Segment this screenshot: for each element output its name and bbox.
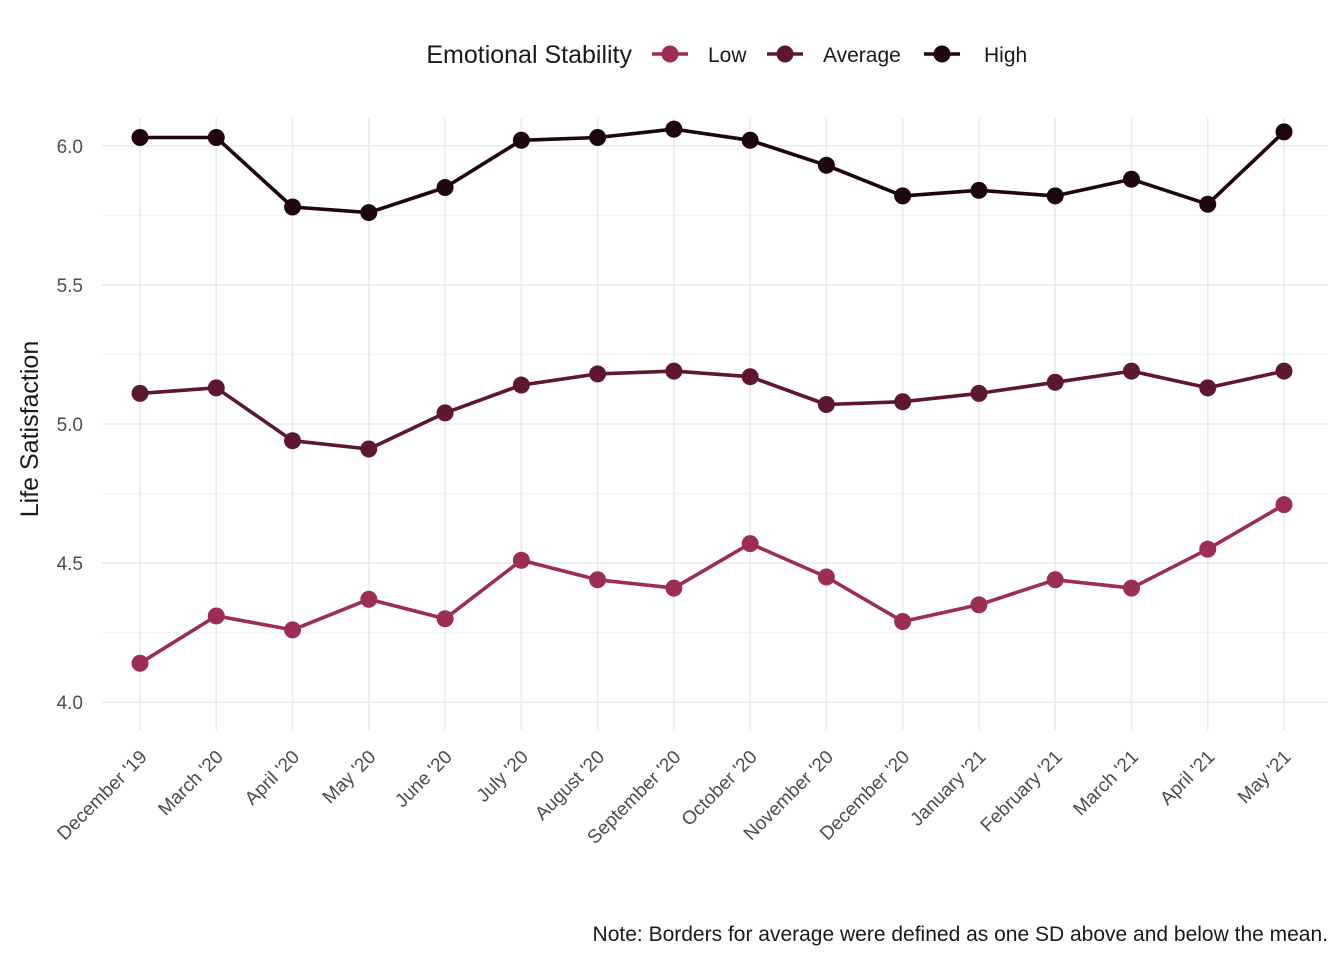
x-tick-label: May '21 [1234, 747, 1295, 808]
data-point-high [1122, 170, 1140, 188]
series-line-high [140, 127, 1286, 215]
data-point-high [589, 128, 607, 146]
data-point-average [589, 365, 607, 383]
legend-item-average: Average [767, 44, 901, 67]
series-lines [139, 127, 1286, 665]
data-point-low [589, 571, 607, 589]
data-point-low [436, 610, 454, 628]
data-point-high [512, 131, 530, 149]
data-point-low [894, 613, 912, 631]
data-point-average [131, 384, 149, 402]
legend: Emotional Stability Low Average High [426, 41, 1027, 69]
data-point-high [436, 179, 454, 197]
y-tick-label: 5.0 [57, 415, 83, 436]
data-point-average [360, 440, 378, 458]
data-point-low [512, 551, 530, 569]
data-point-average [817, 396, 835, 414]
data-point-low [741, 535, 759, 553]
y-tick-label: 6.0 [57, 137, 83, 158]
legend-key-point [933, 45, 951, 63]
x-tick-label: June '20 [391, 747, 456, 812]
legend-item-high: High [924, 44, 1027, 67]
legend-label: Low [708, 44, 747, 67]
data-point-low [1122, 579, 1140, 597]
data-point-low [284, 621, 302, 639]
x-tick-label: March '21 [1070, 747, 1143, 820]
data-point-high [207, 128, 225, 146]
data-point-low [131, 654, 149, 672]
data-point-high [970, 181, 988, 199]
y-tick-label: 4.0 [57, 693, 83, 714]
data-point-average [665, 362, 683, 380]
data-point-average [436, 404, 454, 422]
data-point-high [894, 187, 912, 205]
data-point-average [1122, 362, 1140, 380]
data-point-low [207, 607, 225, 625]
data-point-average [512, 376, 530, 394]
chart-caption: Note: Borders for average were defined a… [593, 923, 1328, 946]
legend-key-point [661, 45, 679, 63]
data-point-average [207, 379, 225, 397]
data-point-average [741, 368, 759, 386]
data-point-high [1275, 123, 1293, 141]
data-point-high [1046, 187, 1064, 205]
y-tick-label: 4.5 [57, 554, 83, 575]
x-tick-label: July '20 [473, 747, 533, 807]
legend-label: High [984, 44, 1027, 67]
data-point-average [1275, 362, 1293, 380]
x-tick-label: May '20 [319, 747, 380, 808]
data-point-low [360, 590, 378, 608]
x-tick-label: August '20 [531, 747, 609, 825]
data-point-high [284, 198, 302, 216]
data-point-low [817, 568, 835, 586]
series-line-low [139, 503, 1285, 665]
data-point-low [1046, 571, 1064, 589]
data-point-low [665, 579, 683, 597]
series-line-average [139, 369, 1285, 451]
x-tick-label: January '21 [907, 747, 991, 831]
x-tick-label: October '20 [678, 747, 762, 831]
x-tick-label: December '19 [53, 747, 151, 845]
data-point-average [970, 384, 988, 402]
legend-label: Average [823, 44, 901, 67]
legend-title: Emotional Stability [426, 41, 632, 69]
x-tick-label: February '21 [977, 747, 1067, 837]
data-point-average [894, 393, 912, 411]
x-tick-label: April '20 [241, 747, 304, 810]
grid [102, 118, 1328, 730]
data-point-average [1199, 379, 1217, 397]
y-axis-title: Life Satisfaction [16, 341, 44, 518]
series-points [131, 120, 1293, 672]
data-point-low [970, 596, 988, 614]
y-tick-label: 5.5 [57, 276, 83, 297]
data-point-average [284, 432, 302, 450]
x-axis-ticks: December '19 March '20 April '20 May '20 Jun… [53, 747, 1295, 849]
data-point-high [665, 120, 683, 138]
data-point-high [1199, 195, 1217, 213]
data-point-high [817, 156, 835, 174]
data-point-high [360, 204, 378, 222]
x-tick-label: March '20 [154, 747, 227, 820]
legend-key-point [776, 45, 794, 63]
y-axis-ticks: 4.0 4.5 5.0 5.5 6.0 [57, 137, 83, 714]
data-point-low [1275, 496, 1293, 514]
data-point-average [1046, 373, 1064, 391]
x-tick-label: April '21 [1156, 747, 1219, 810]
data-point-high [131, 128, 149, 146]
data-point-high [741, 131, 759, 149]
legend-item-low: Low [652, 44, 747, 67]
data-point-low [1199, 540, 1217, 558]
